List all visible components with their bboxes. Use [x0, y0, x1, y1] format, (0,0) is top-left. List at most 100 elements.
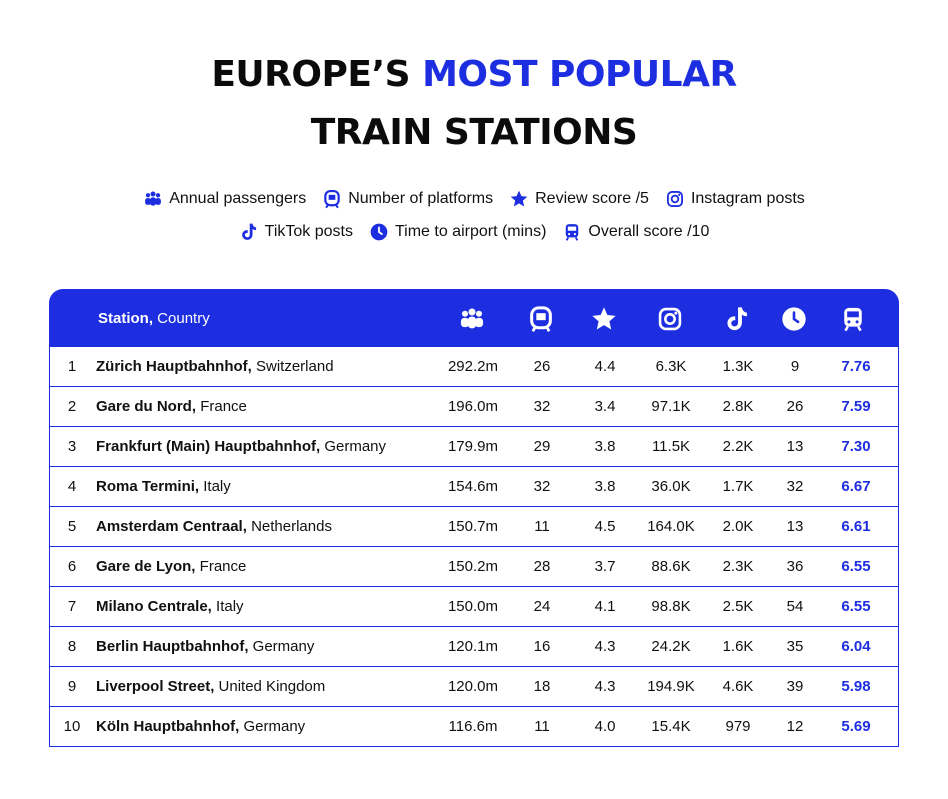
airport-cell: 13	[786, 438, 804, 455]
instagram-cell: 98.8K	[651, 598, 691, 615]
passengers-cell: 196.0m	[447, 398, 499, 415]
rank-cell: 10	[63, 718, 81, 735]
table-row: 3 Frankfurt (Main) Hauptbahnhof, Germany 1…	[49, 427, 899, 467]
instagram-cell: 97.1K	[651, 398, 691, 415]
station-cell: Milano Centrale, Italy	[96, 587, 244, 626]
airport-cell: 26	[786, 398, 804, 415]
station-cell: Gare de Lyon, France	[96, 547, 246, 586]
instagram-cell: 36.0K	[651, 478, 691, 495]
header-train-icon	[839, 305, 867, 333]
people-icon	[145, 191, 162, 206]
score-cell: 7.59	[841, 398, 871, 415]
platforms-cell: 32	[533, 478, 551, 495]
tiktok-cell: 2.8K	[722, 398, 754, 415]
title-accent: MOST POPULAR	[422, 54, 737, 95]
score-cell: 6.61	[841, 518, 871, 535]
review-cell: 4.0	[594, 718, 616, 735]
instagram-cell: 164.0K	[647, 518, 695, 535]
review-cell: 3.8	[594, 478, 616, 495]
table-row: 6 Gare de Lyon, France 150.2m 28 3.7 88.6K 2.3…	[49, 547, 899, 587]
instagram-cell: 11.5K	[651, 438, 691, 455]
review-cell: 3.7	[594, 558, 616, 575]
table-row: 8 Berlin Hauptbahnhof, Germany 120.1m 16 4.3…	[49, 627, 899, 667]
station-name: Berlin Hauptbahnhof,	[96, 638, 249, 655]
header-tiktok-icon	[723, 305, 751, 333]
header-country-label: Country	[157, 310, 210, 327]
legend-item-tiktok: TikTok posts	[239, 222, 353, 242]
station-cell: Amsterdam Centraal, Netherlands	[96, 507, 332, 546]
review-cell: 3.4	[594, 398, 616, 415]
tiktok-cell: 979	[725, 718, 751, 735]
airport-cell: 36	[786, 558, 804, 575]
station-name: Zürich Hauptbahnhof,	[96, 358, 252, 375]
score-cell: 6.04	[841, 638, 871, 655]
rank-cell: 4	[67, 478, 77, 495]
passengers-cell: 150.7m	[447, 518, 499, 535]
instagram-icon	[666, 191, 683, 207]
legend-label: Overall score /10	[588, 223, 710, 240]
passengers-cell: 179.9m	[447, 438, 499, 455]
table-header: Station, Country	[49, 289, 899, 347]
score-cell: 6.67	[841, 478, 871, 495]
station-country: Italy	[203, 478, 231, 495]
header-station-label: Station,	[98, 310, 153, 327]
platforms-cell: 32	[533, 398, 551, 415]
score-cell: 6.55	[841, 558, 871, 575]
rank-cell: 9	[67, 678, 77, 695]
passengers-cell: 116.6m	[448, 718, 498, 735]
header-platform-icon	[527, 305, 555, 333]
score-cell: 5.69	[841, 718, 871, 735]
station-cell: Zürich Hauptbahnhof, Switzerland	[96, 347, 334, 386]
instagram-cell: 194.9K	[647, 678, 695, 695]
passengers-cell: 154.6m	[447, 478, 499, 495]
passengers-cell: 292.2m	[447, 358, 499, 375]
rank-cell: 8	[67, 638, 77, 655]
station-country: France	[200, 398, 247, 415]
tiktok-cell: 1.3K	[722, 358, 754, 375]
platform-icon	[324, 190, 340, 209]
legend-label: Number of platforms	[348, 190, 494, 207]
station-country: Italy	[216, 598, 244, 615]
review-cell: 3.8	[594, 438, 616, 455]
score-cell: 7.30	[841, 438, 871, 455]
legend-label: Review score /5	[535, 190, 649, 207]
tiktok-cell: 2.5K	[722, 598, 754, 615]
station-name: Gare de Lyon,	[96, 558, 196, 575]
title-prefix: EUROPE’S	[211, 54, 411, 95]
station-country: Netherlands	[251, 518, 332, 535]
train-icon	[566, 224, 579, 241]
airport-cell: 54	[786, 598, 804, 615]
instagram-cell: 88.6K	[651, 558, 691, 575]
rank-cell: 6	[67, 558, 77, 575]
table-row: 2 Gare du Nord, France 196.0m 32 3.4 97.1K 2.8…	[49, 387, 899, 427]
platforms-cell: 11	[534, 518, 550, 535]
station-name: Gare du Nord,	[96, 398, 197, 415]
header-star-icon	[590, 305, 618, 333]
header-instagram-icon	[656, 305, 684, 333]
table-body: 1 Zürich Hauptbahnhof, Switzerland 292.2m 2…	[49, 347, 899, 747]
page-title-line2: TRAIN STATIONS	[310, 112, 638, 153]
instagram-cell: 6.3K	[655, 358, 687, 375]
airport-cell: 12	[786, 718, 804, 735]
score-cell: 5.98	[841, 678, 871, 695]
tiktok-cell: 2.0K	[722, 518, 754, 535]
tiktok-icon	[241, 223, 256, 240]
station-cell: Köln Hauptbahnhof, Germany	[96, 707, 305, 746]
legend-item-passengers: Annual passengers	[143, 189, 306, 209]
legend-item-score: Overall score /10	[562, 222, 709, 242]
legend-item-platforms: Number of platforms	[322, 189, 493, 209]
header-people-icon	[458, 305, 486, 333]
platforms-cell: 16	[533, 638, 551, 655]
rank-cell: 5	[67, 518, 77, 535]
review-cell: 4.4	[594, 358, 616, 375]
page-title: EUROPE’S MOST POPULAR	[0, 54, 948, 95]
passengers-cell: 120.1m	[447, 638, 499, 655]
legend-label: Annual passengers	[169, 190, 307, 207]
platforms-cell: 29	[533, 438, 551, 455]
rank-cell: 2	[67, 398, 77, 415]
score-cell: 7.76	[841, 358, 871, 375]
instagram-cell: 24.2K	[651, 638, 691, 655]
rank-cell: 1	[67, 358, 77, 375]
station-name: Amsterdam Centraal,	[96, 518, 247, 535]
station-country: United Kingdom	[218, 678, 326, 695]
